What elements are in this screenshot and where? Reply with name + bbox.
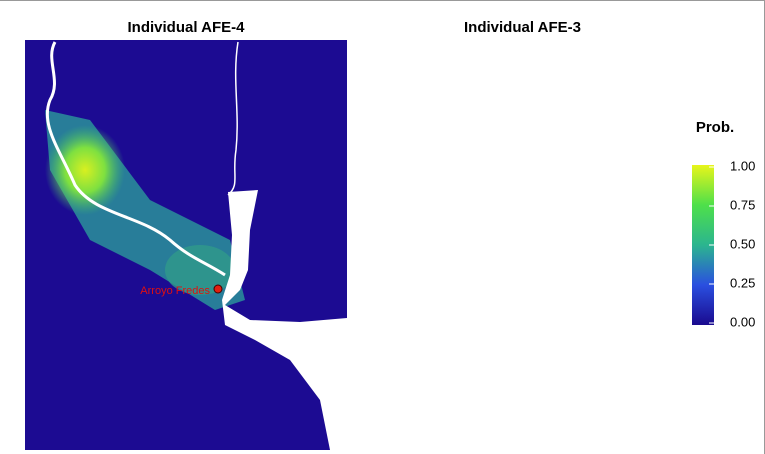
- site-label: Arroyo Fredes: [477, 285, 547, 297]
- estuary: [559, 190, 684, 450]
- map-region: [347, 40, 527, 140]
- map-region: [537, 170, 677, 270]
- panel-title: Individual AFE-4: [128, 19, 246, 36]
- map-region: [362, 40, 684, 200]
- colorbar-tick-label: 0.25: [730, 275, 755, 290]
- map-panel: Arroyo Fredes: [25, 40, 347, 450]
- colorbar-tick-label: 0.50: [730, 236, 755, 251]
- site-marker: [214, 285, 222, 293]
- colorbar-tick-label: 0.75: [730, 197, 755, 212]
- map-panel: Arroyo Fredes: [347, 30, 687, 450]
- map-region: [45, 125, 125, 215]
- colorbar-tick-label: 1.00: [730, 158, 755, 173]
- panel-title: Individual AFE-3: [464, 19, 581, 36]
- river: [565, 42, 575, 195]
- figure: Prob. Individual AFE-4 Arroyo Fredes Indiv…: [0, 0, 765, 454]
- river: [384, 42, 562, 275]
- site-marker: [551, 285, 559, 293]
- site-label: Arroyo Fredes: [140, 285, 210, 297]
- map-region: [362, 330, 684, 450]
- map-background: [362, 40, 684, 450]
- legend-title: Prob.: [696, 119, 734, 136]
- colorbar-tick-label: 0.00: [730, 314, 755, 329]
- map-region: [507, 30, 687, 190]
